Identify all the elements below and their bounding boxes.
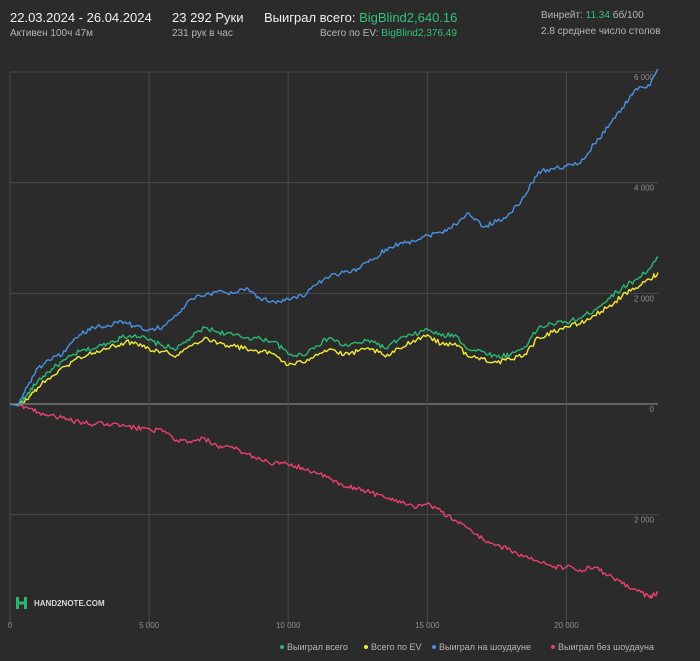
x-tick-label: 0 bbox=[8, 621, 13, 630]
legend-dot bbox=[551, 645, 555, 649]
ev-label: Всего по EV: bbox=[320, 28, 379, 39]
y-tick-label: 6 000 bbox=[634, 73, 655, 82]
ev-total: Всего по EV: BigBlind2,376.49 bbox=[320, 28, 457, 39]
active-time: Активен 100ч 47м bbox=[10, 28, 94, 39]
y-tick-label: 2 000 bbox=[634, 294, 655, 303]
y-tick-label: 0 bbox=[650, 405, 655, 414]
series-line-2 bbox=[9, 68, 659, 406]
legend-item-3[interactable]: Выиграл без шоудауна bbox=[551, 642, 654, 652]
legend-item-1[interactable]: Всего по EV bbox=[364, 642, 421, 652]
legend-label: Выиграл на шоудауне bbox=[439, 642, 531, 652]
legend-label: Всего по EV bbox=[371, 642, 421, 652]
logo-mark-bar bbox=[16, 601, 27, 605]
won-total: Выиграл всего: BigBlind2,640.16 bbox=[264, 10, 457, 25]
series-lines bbox=[9, 68, 659, 599]
legend-item-2[interactable]: Выиграл на шоудауне bbox=[432, 642, 531, 652]
y-tick-label: 2 000 bbox=[634, 516, 655, 525]
legend-label: Выиграл всего bbox=[287, 642, 348, 652]
hands-total: 23 292 Руки bbox=[172, 10, 244, 25]
tables-avg: 2.8 среднее число столов bbox=[541, 26, 661, 37]
x-axis-ticks: 0 5 000 10 000 15 000 20 000 bbox=[8, 621, 579, 630]
winrate: Винрейт: 11.34 бб/100 bbox=[541, 10, 644, 21]
series-line-1 bbox=[9, 272, 659, 406]
legend-dot bbox=[364, 645, 368, 649]
y-axis-ticks: 6 000 4 000 2 000 0 2 000 bbox=[634, 73, 655, 525]
series-line-0 bbox=[9, 256, 659, 407]
legend-item-0[interactable]: Выиграл всего bbox=[280, 642, 348, 652]
x-tick-label: 10 000 bbox=[276, 621, 301, 630]
x-tick-label: 5 000 bbox=[139, 621, 160, 630]
grid-lines bbox=[9, 71, 658, 625]
winrate-value: 11.34 bbox=[585, 10, 610, 21]
series-line-3 bbox=[9, 403, 658, 599]
stats-header: 22.03.2024 - 26.04.2024 Активен 100ч 47м… bbox=[0, 0, 700, 50]
hand2note-logo: HAND2NOTE.COM bbox=[16, 597, 105, 609]
ev-value: BigBlind2,376.49 bbox=[381, 28, 457, 39]
logo-text: HAND2NOTE.COM bbox=[34, 599, 105, 608]
winrate-unit: бб/100 bbox=[612, 10, 644, 21]
winnings-chart: 6 000 4 000 2 000 0 2 000 0 5 000 10 000 15 000… bbox=[8, 68, 659, 652]
winrate-label: Винрейт: bbox=[541, 10, 583, 21]
legend-dot bbox=[280, 645, 284, 649]
won-label: Выиграл всего: bbox=[264, 10, 356, 25]
hands-per-hour: 231 рук в час bbox=[172, 28, 233, 39]
legend[interactable]: Выиграл всего Всего по EV Выиграл на шоуда… bbox=[280, 642, 654, 652]
legend-dot bbox=[432, 645, 436, 649]
legend-label: Выиграл без шоудауна bbox=[558, 642, 654, 652]
date-range: 22.03.2024 - 26.04.2024 bbox=[10, 10, 152, 25]
y-tick-label: 4 000 bbox=[634, 184, 655, 193]
x-tick-label: 15 000 bbox=[415, 621, 440, 630]
x-tick-label: 20 000 bbox=[554, 621, 579, 630]
won-value: BigBlind2,640.16 bbox=[359, 10, 458, 25]
